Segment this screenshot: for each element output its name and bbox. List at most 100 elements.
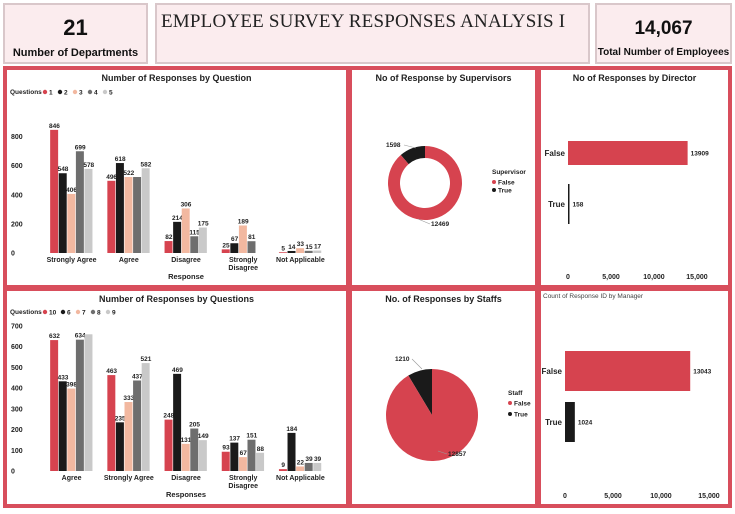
bar-false bbox=[568, 141, 688, 165]
chart-director: False 13909 True 158 0 5,000 10,000 15,000 bbox=[545, 141, 709, 281]
slice-false bbox=[386, 369, 478, 461]
x-tick: Not Applicable bbox=[276, 257, 325, 264]
bar-4-3 bbox=[247, 241, 256, 253]
legend-dot-1 bbox=[42, 89, 48, 95]
chart-q1: Questions 1 2 3 4 5 0 200 400 600 800 846 548 406 699 5… bbox=[10, 89, 325, 281]
legend-dot-7 bbox=[75, 309, 81, 315]
legend-label-8: 8 bbox=[97, 309, 101, 316]
legend-label-10: 10 bbox=[49, 309, 57, 316]
x-tick: 5,000 bbox=[604, 493, 622, 500]
data-label: 67 bbox=[240, 450, 248, 457]
data-label: 131 bbox=[181, 437, 192, 444]
bar-4-2 bbox=[190, 236, 199, 253]
data-label: 39 bbox=[305, 456, 313, 463]
data-label: 496 bbox=[106, 174, 117, 181]
legend-dot-true bbox=[492, 188, 496, 192]
y-tick-true: True bbox=[548, 200, 565, 209]
data-label: 22 bbox=[297, 459, 305, 466]
slice-label-false: 12469 bbox=[431, 221, 449, 228]
x-tick: Disagree bbox=[171, 475, 201, 482]
legend-title: Questions bbox=[10, 89, 42, 96]
legend-dot-2 bbox=[57, 89, 63, 95]
leader-line bbox=[411, 358, 423, 370]
panel-staff: No. of Responses by Staffs 1210 12857 Staf… bbox=[352, 291, 535, 504]
y-tick-true: True bbox=[545, 418, 562, 427]
slice-label-true: 1210 bbox=[395, 356, 410, 363]
legend-dot-5 bbox=[102, 89, 108, 95]
x-tick: Agree bbox=[119, 257, 139, 264]
bar-1-0 bbox=[50, 129, 59, 253]
panel-q1-title: Number of Responses by Question bbox=[101, 73, 252, 83]
bar-5-2 bbox=[198, 227, 207, 253]
data-label: 67 bbox=[231, 236, 239, 243]
legend-dot-false bbox=[508, 401, 512, 405]
data-label: 548 bbox=[58, 166, 69, 173]
x-tick: Disagree bbox=[228, 265, 258, 272]
data-label: 578 bbox=[83, 162, 94, 169]
data-label: 214 bbox=[172, 215, 183, 222]
bar-1-4 bbox=[278, 252, 287, 253]
panel-manager-title: Count of Response ID by Manager bbox=[543, 293, 644, 300]
dashboard-title-card: EMPLOYEE SURVEY RESPONSES ANALYSIS I bbox=[155, 3, 590, 64]
leader-line bbox=[403, 144, 417, 149]
bar-true bbox=[565, 402, 575, 442]
dashboard-title: EMPLOYEE SURVEY RESPONSES ANALYSIS I bbox=[161, 11, 566, 32]
bar-8-2 bbox=[190, 428, 199, 471]
bar-7-4 bbox=[296, 466, 305, 471]
bar-6-0 bbox=[58, 381, 67, 471]
bar-7-2 bbox=[181, 443, 190, 471]
legend-label-2: 2 bbox=[64, 89, 68, 96]
x-tick: Strongly Agree bbox=[47, 257, 97, 264]
bar-8-3 bbox=[247, 439, 256, 471]
bar-10-0 bbox=[50, 340, 59, 471]
data-label: 81 bbox=[248, 234, 256, 241]
legend-dot-true bbox=[508, 412, 512, 416]
x-tick: Not Applicable bbox=[276, 475, 325, 482]
bar-9-4 bbox=[313, 462, 322, 471]
data-label: 248 bbox=[163, 413, 174, 420]
bar-3-4 bbox=[296, 248, 305, 253]
data-label: 9 bbox=[281, 462, 285, 469]
bar-7-3 bbox=[238, 457, 247, 471]
y-tick: 0 bbox=[11, 251, 15, 258]
legend-dot-6 bbox=[60, 309, 66, 315]
kpi-departments-label: Number of Departments bbox=[12, 47, 139, 59]
data-label: 582 bbox=[141, 161, 152, 168]
bar-2-3 bbox=[230, 243, 239, 253]
x-tick: Strongly bbox=[229, 257, 257, 264]
y-tick: 800 bbox=[11, 134, 23, 141]
legend-dot-9 bbox=[105, 309, 111, 315]
data-label: 406 bbox=[66, 187, 77, 194]
slice-true bbox=[400, 146, 425, 165]
data-label: 618 bbox=[115, 156, 126, 163]
y-tick: 100 bbox=[11, 448, 23, 455]
bar-false bbox=[565, 351, 691, 391]
kpi-employees-card: 14,067 Total Number of Employees bbox=[595, 3, 732, 64]
bar-4-1 bbox=[133, 177, 142, 253]
data-label: 82 bbox=[165, 234, 173, 241]
x-tick: 5,000 bbox=[602, 274, 620, 281]
data-label-false: 13909 bbox=[691, 151, 709, 158]
data-label: 184 bbox=[286, 426, 297, 433]
panel-staff-title: No. of Responses by Staffs bbox=[385, 294, 502, 304]
bar-10-3 bbox=[221, 451, 230, 471]
bar-9-2 bbox=[198, 440, 207, 471]
data-label: 205 bbox=[189, 422, 200, 429]
bar-10-2 bbox=[164, 419, 173, 471]
panel-supervisor-title: No of Response by Supervisors bbox=[375, 73, 512, 83]
legend-title: Staff bbox=[508, 390, 523, 397]
data-label: 88 bbox=[257, 446, 265, 453]
y-tick: 0 bbox=[11, 469, 15, 476]
leader-line bbox=[437, 450, 448, 455]
data-label: 306 bbox=[181, 201, 192, 208]
bar-4-0 bbox=[75, 151, 84, 253]
y-tick-false: False bbox=[542, 367, 563, 376]
x-tick: 15,000 bbox=[698, 493, 720, 500]
legend-label-4: 4 bbox=[94, 89, 98, 96]
data-label: 115 bbox=[189, 229, 200, 236]
data-label-false: 13043 bbox=[693, 369, 711, 376]
data-label: 463 bbox=[106, 368, 117, 375]
x-tick: Strongly bbox=[229, 475, 257, 482]
kpi-departments-value: 21 bbox=[63, 15, 88, 40]
slice-false bbox=[388, 146, 462, 220]
